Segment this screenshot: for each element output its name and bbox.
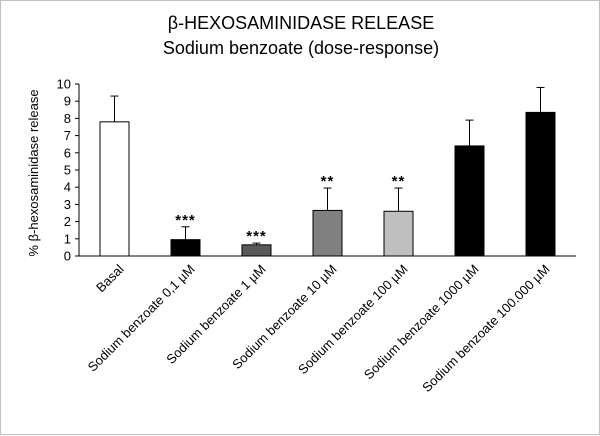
y-tick-label: 0 [64, 249, 71, 264]
bar [99, 121, 130, 257]
y-ticks: 0 1 2 3 4 5 6 7 8 9 10 [57, 77, 79, 264]
bar [312, 209, 343, 257]
bar [170, 239, 201, 257]
error-bars [110, 86, 545, 245]
chart-title: β-HEXOSAMINIDASE RELEASE [168, 13, 434, 33]
bar [525, 111, 556, 257]
bar [241, 244, 272, 257]
y-tick-label: 7 [64, 128, 71, 143]
category-label: Sodium benzoate 1000 µM [361, 262, 482, 383]
significance-mark: *** [246, 228, 267, 245]
significance-mark: ** [321, 173, 335, 190]
y-tick-label: 2 [64, 214, 71, 229]
y-tick-label: 1 [64, 231, 71, 246]
significance-mark: *** [175, 212, 196, 229]
y-tick-label: 8 [64, 111, 71, 126]
bar [454, 145, 485, 257]
category-label: Sodium benzoate 100.000 µM [419, 262, 552, 395]
y-axis-label: % β-hexosaminidase release [26, 89, 41, 256]
y-tick-label: 3 [64, 197, 71, 212]
y-tick-label: 9 [64, 94, 71, 109]
significance-marks: ******** ** [175, 173, 406, 245]
bar [383, 210, 414, 257]
y-tick-label: 4 [64, 180, 71, 195]
y-tick-label: 6 [64, 145, 71, 160]
category-label: Basal [93, 261, 127, 295]
significance-mark: ** [392, 173, 406, 190]
y-tick-label: 5 [64, 163, 71, 178]
chart-subtitle: Sodium benzoate (dose-response) [163, 38, 439, 58]
y-tick-label: 10 [57, 77, 71, 92]
